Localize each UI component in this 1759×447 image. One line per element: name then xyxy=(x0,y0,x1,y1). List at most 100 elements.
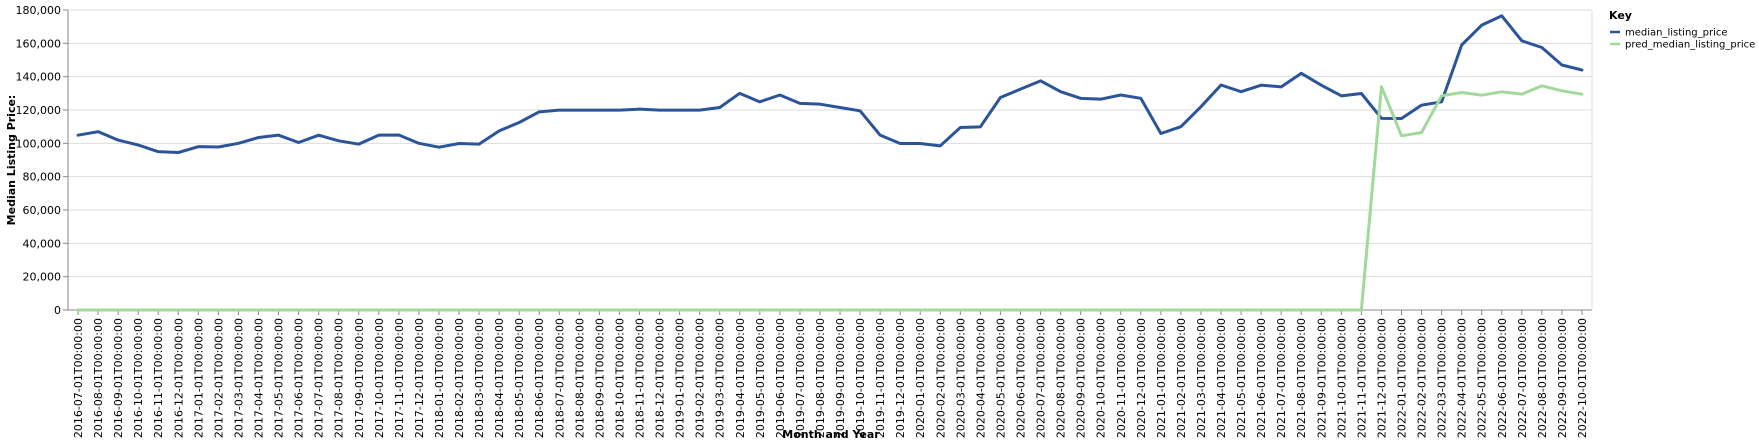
x-tick-label: 2021-12-01T00:00:00 xyxy=(1375,318,1388,438)
y-tick-label: 40,000 xyxy=(23,237,62,250)
series-line-pred-median-listing-price xyxy=(76,84,1584,312)
x-tick-label: 2020-01-01T00:00:00 xyxy=(914,318,927,438)
x-tick-label: 2018-06-01T00:00:00 xyxy=(533,318,546,438)
x-tick-label: 2021-03-01T00:00:00 xyxy=(1195,318,1208,438)
x-tick-label: 2021-01-01T00:00:00 xyxy=(1155,318,1168,438)
x-tick-label: 2020-04-01T00:00:00 xyxy=(974,318,987,438)
y-tick-label: 140,000 xyxy=(16,71,62,84)
x-tick-label: 2019-03-01T00:00:00 xyxy=(714,318,727,438)
x-tick-label: 2017-06-01T00:00:00 xyxy=(293,318,306,438)
x-tick-label: 2019-02-01T00:00:00 xyxy=(694,318,707,438)
x-tick-label: 2017-05-01T00:00:00 xyxy=(273,318,286,438)
legend-title: Key xyxy=(1609,9,1632,22)
y-tick-label: 20,000 xyxy=(23,271,62,284)
y-tick-label: 160,000 xyxy=(16,37,62,50)
x-tick-label: 2020-12-01T00:00:00 xyxy=(1135,318,1148,438)
x-tick-label: 2022-03-01T00:00:00 xyxy=(1436,318,1449,438)
x-tick-label: 2016-10-01T00:00:00 xyxy=(132,318,145,438)
grid-lines xyxy=(68,9,1592,311)
x-tick-label: 2020-07-01T00:00:00 xyxy=(1035,318,1048,438)
x-tick-label: 2022-10-01T00:00:00 xyxy=(1576,318,1589,438)
x-tick-label: 2017-07-01T00:00:00 xyxy=(313,318,326,438)
x-tick-label: 2021-07-01T00:00:00 xyxy=(1275,318,1288,438)
x-tick-label: 2017-08-01T00:00:00 xyxy=(333,318,346,438)
series-line-median-listing-price xyxy=(76,14,1584,154)
x-tick-label: 2017-03-01T00:00:00 xyxy=(232,318,245,438)
y-axis-title: Median Listing Price: xyxy=(5,95,18,226)
y-tick-label: 0 xyxy=(54,304,61,317)
x-tick-label: 2020-03-01T00:00:00 xyxy=(954,318,967,438)
x-tick-label: 2021-02-01T00:00:00 xyxy=(1175,318,1188,438)
x-tick-label: 2019-08-01T00:00:00 xyxy=(814,318,827,438)
x-tick-label: 2020-11-01T00:00:00 xyxy=(1115,318,1128,438)
series-lines xyxy=(76,14,1584,312)
x-tick-label: 2018-11-01T00:00:00 xyxy=(634,318,647,438)
legend-label: pred_median_listing_price xyxy=(1625,40,1755,51)
x-tick-label: 2019-04-01T00:00:00 xyxy=(734,318,747,438)
x-tick-label: 2022-02-01T00:00:00 xyxy=(1416,318,1429,438)
x-tick-label: 2018-09-01T00:00:00 xyxy=(593,318,606,438)
x-tick-label: 2017-11-01T00:00:00 xyxy=(393,318,406,438)
plot-frame xyxy=(67,9,1593,311)
x-tick-label: 2020-06-01T00:00:00 xyxy=(1015,318,1028,438)
x-tick-label: 2017-02-01T00:00:00 xyxy=(212,318,225,438)
x-tick-label: 2020-05-01T00:00:00 xyxy=(994,318,1007,438)
x-tick-label: 2019-09-01T00:00:00 xyxy=(834,318,847,438)
x-tick-label: 2017-04-01T00:00:00 xyxy=(253,318,266,438)
x-tick-label: 2022-04-01T00:00:00 xyxy=(1456,318,1469,438)
x-tick-label: 2021-04-01T00:00:00 xyxy=(1215,318,1228,438)
x-tick-label: 2019-06-01T00:00:00 xyxy=(774,318,787,438)
x-axis-title: Month and Year xyxy=(782,428,880,441)
x-tick-label: 2017-12-01T00:00:00 xyxy=(413,318,426,438)
x-tick-label: 2016-07-01T00:00:00 xyxy=(72,318,85,438)
x-tick-label: 2018-10-01T00:00:00 xyxy=(613,318,626,438)
x-tick-label: 2022-09-01T00:00:00 xyxy=(1556,318,1569,438)
x-tick-label: 2018-12-01T00:00:00 xyxy=(654,318,667,438)
x-tick-label: 2020-02-01T00:00:00 xyxy=(934,318,947,438)
x-tick-label: 2019-10-01T00:00:00 xyxy=(854,318,867,438)
y-tick-label: 120,000 xyxy=(16,104,62,117)
x-tick-label: 2019-11-01T00:00:00 xyxy=(874,318,887,438)
x-tick-label: 2020-08-01T00:00:00 xyxy=(1055,318,1068,438)
y-axis: 0 20,000 40,000 60,000 80,000 100,000 120,000 1… xyxy=(16,4,68,317)
x-tick-label: 2018-04-01T00:00:00 xyxy=(493,318,506,438)
x-tick-label: 2022-06-01T00:00:00 xyxy=(1496,318,1509,438)
x-tick-label: 2018-08-01T00:00:00 xyxy=(573,318,586,438)
x-tick-label: 2018-05-01T00:00:00 xyxy=(513,318,526,438)
x-tick-label: 2016-12-01T00:00:00 xyxy=(172,318,185,438)
x-tick-label: 2017-10-01T00:00:00 xyxy=(373,318,386,438)
x-tick-label: 2020-09-01T00:00:00 xyxy=(1075,318,1088,438)
x-tick-label: 2017-01-01T00:00:00 xyxy=(192,318,205,438)
y-tick-label: 80,000 xyxy=(23,171,62,184)
x-tick-label: 2019-01-01T00:00:00 xyxy=(674,318,687,438)
x-tick-label: 2019-12-01T00:00:00 xyxy=(894,318,907,438)
x-tick-label: 2021-08-01T00:00:00 xyxy=(1295,318,1308,438)
x-tick-label: 2022-05-01T00:00:00 xyxy=(1476,318,1489,438)
x-tick-label: 2018-02-01T00:00:00 xyxy=(453,318,466,438)
x-tick-label: 2018-01-01T00:00:00 xyxy=(433,318,446,438)
y-tick-label: 100,000 xyxy=(16,137,62,150)
y-tick-label: 180,000 xyxy=(16,4,62,17)
x-tick-label: 2021-09-01T00:00:00 xyxy=(1315,318,1328,438)
x-tick-label: 2021-10-01T00:00:00 xyxy=(1335,318,1348,438)
x-tick-label: 2016-08-01T00:00:00 xyxy=(92,318,105,438)
y-tick-label: 60,000 xyxy=(23,204,62,217)
x-tick-label: 2021-11-01T00:00:00 xyxy=(1355,318,1368,438)
x-tick-label: 2020-10-01T00:00:00 xyxy=(1095,318,1108,438)
legend: Key median_listing_pricepred_median_list… xyxy=(1609,9,1755,51)
x-tick-label: 2016-09-01T00:00:00 xyxy=(112,318,125,438)
x-tick-label: 2021-06-01T00:00:00 xyxy=(1255,318,1268,438)
x-tick-label: 2022-08-01T00:00:00 xyxy=(1536,318,1549,438)
x-tick-label: 2016-11-01T00:00:00 xyxy=(152,318,165,438)
x-tick-label: 2022-07-01T00:00:00 xyxy=(1516,318,1529,438)
legend-label: median_listing_price xyxy=(1625,28,1728,39)
x-axis: 2016-07-01T00:00:00 2016-08-01T00:00:00 20… xyxy=(72,310,1589,438)
x-tick-label: 2019-07-01T00:00:00 xyxy=(794,318,807,438)
x-tick-label: 2022-01-01T00:00:00 xyxy=(1396,318,1409,438)
x-tick-label: 2018-07-01T00:00:00 xyxy=(553,318,566,438)
x-tick-label: 2021-05-01T00:00:00 xyxy=(1235,318,1248,438)
x-tick-label: 2018-03-01T00:00:00 xyxy=(473,318,486,438)
x-tick-label: 2017-09-01T00:00:00 xyxy=(353,318,366,438)
x-tick-label: 2019-05-01T00:00:00 xyxy=(754,318,767,438)
